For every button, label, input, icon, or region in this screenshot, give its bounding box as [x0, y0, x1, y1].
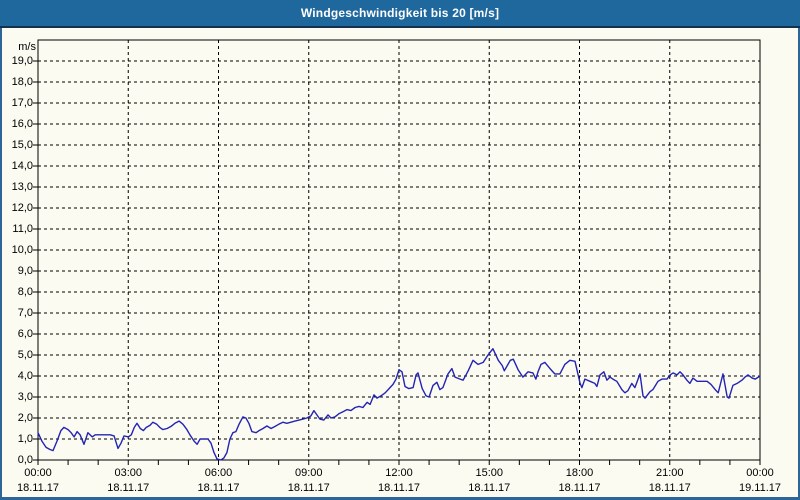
x-axis-date-label: 18.11.17: [16, 482, 59, 494]
y-axis-label: 4,0: [17, 370, 33, 382]
y-axis-label: 10,0: [11, 244, 33, 256]
y-axis-label: 13,0: [11, 181, 33, 193]
x-axis-date-label: 18.11.17: [468, 482, 511, 494]
wind-speed-line: [37, 348, 761, 461]
x-axis-time-label: 15:00: [475, 467, 504, 479]
y-axis-label: 6,0: [17, 328, 33, 340]
y-axis-unit-label: m/s: [18, 41, 36, 53]
y-axis-label: 15,0: [11, 139, 33, 151]
x-axis-date-label: 18.11.17: [377, 482, 420, 494]
x-axis-date-label: 19.11.17: [738, 482, 781, 494]
y-axis-label: 5,0: [17, 349, 33, 361]
wind-speed-chart: [33, 39, 761, 465]
x-axis-time-label: 21:00: [655, 467, 684, 479]
y-axis-label: 11,0: [12, 223, 33, 235]
x-axis-time-label: 06:00: [204, 467, 233, 479]
y-axis-label: 14,0: [11, 160, 33, 172]
y-axis-label: 12,0: [11, 202, 33, 214]
x-axis-time-label: 09:00: [294, 467, 323, 479]
x-axis-time-label: 18:00: [565, 467, 594, 479]
x-axis-time-label: 03:00: [114, 467, 143, 479]
y-axis-label: 8,0: [17, 286, 33, 298]
y-axis-label: 2,0: [17, 412, 33, 424]
x-axis-date-label: 18.11.17: [648, 482, 691, 494]
x-axis-time-label: 00:00: [24, 467, 52, 479]
y-axis-label: 19,0: [11, 55, 33, 67]
y-axis-label: 3,0: [17, 391, 33, 403]
x-axis-time-label: 12:00: [385, 467, 413, 479]
y-axis-label: 7,0: [17, 307, 33, 319]
y-axis-label: 18,0: [11, 76, 33, 88]
x-axis-date-label: 18.11.17: [107, 482, 150, 494]
x-axis-date-label: 18.11.17: [197, 482, 240, 494]
x-axis-time-label: 00:00: [746, 467, 774, 479]
x-axis-date-label: 18.11.17: [287, 482, 330, 494]
chart-area: m/s 0,0 1,0 2,0 3,0 4,0 5,0 6,0 7,0 8,0 9,0 10,0 11,…: [0, 28, 800, 500]
page-title: Windgeschwindigkeit bis 20 [m/s]: [300, 6, 500, 20]
window-titlebar: Windgeschwindigkeit bis 20 [m/s]: [0, 0, 800, 28]
y-axis-label: 0,0: [17, 454, 33, 466]
y-axis-label: 1,0: [17, 433, 33, 445]
y-axis-label: 16,0: [11, 118, 33, 130]
x-axis-date-label: 18.11.17: [558, 482, 601, 494]
y-axis-label: 17,0: [11, 97, 33, 109]
y-axis-label: 9,0: [17, 265, 33, 277]
